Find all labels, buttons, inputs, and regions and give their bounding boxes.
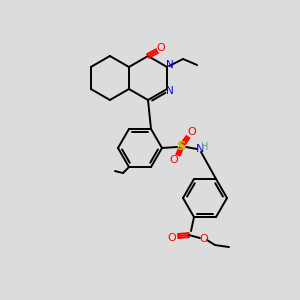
- Text: S: S: [177, 140, 187, 152]
- Text: O: O: [200, 234, 208, 244]
- Text: N: N: [196, 144, 204, 154]
- Text: H: H: [201, 142, 209, 152]
- Text: O: O: [169, 155, 178, 165]
- Text: O: O: [168, 233, 176, 243]
- Text: O: O: [157, 43, 165, 53]
- Text: O: O: [188, 127, 196, 137]
- Text: N: N: [166, 86, 174, 96]
- Text: N: N: [166, 60, 174, 70]
